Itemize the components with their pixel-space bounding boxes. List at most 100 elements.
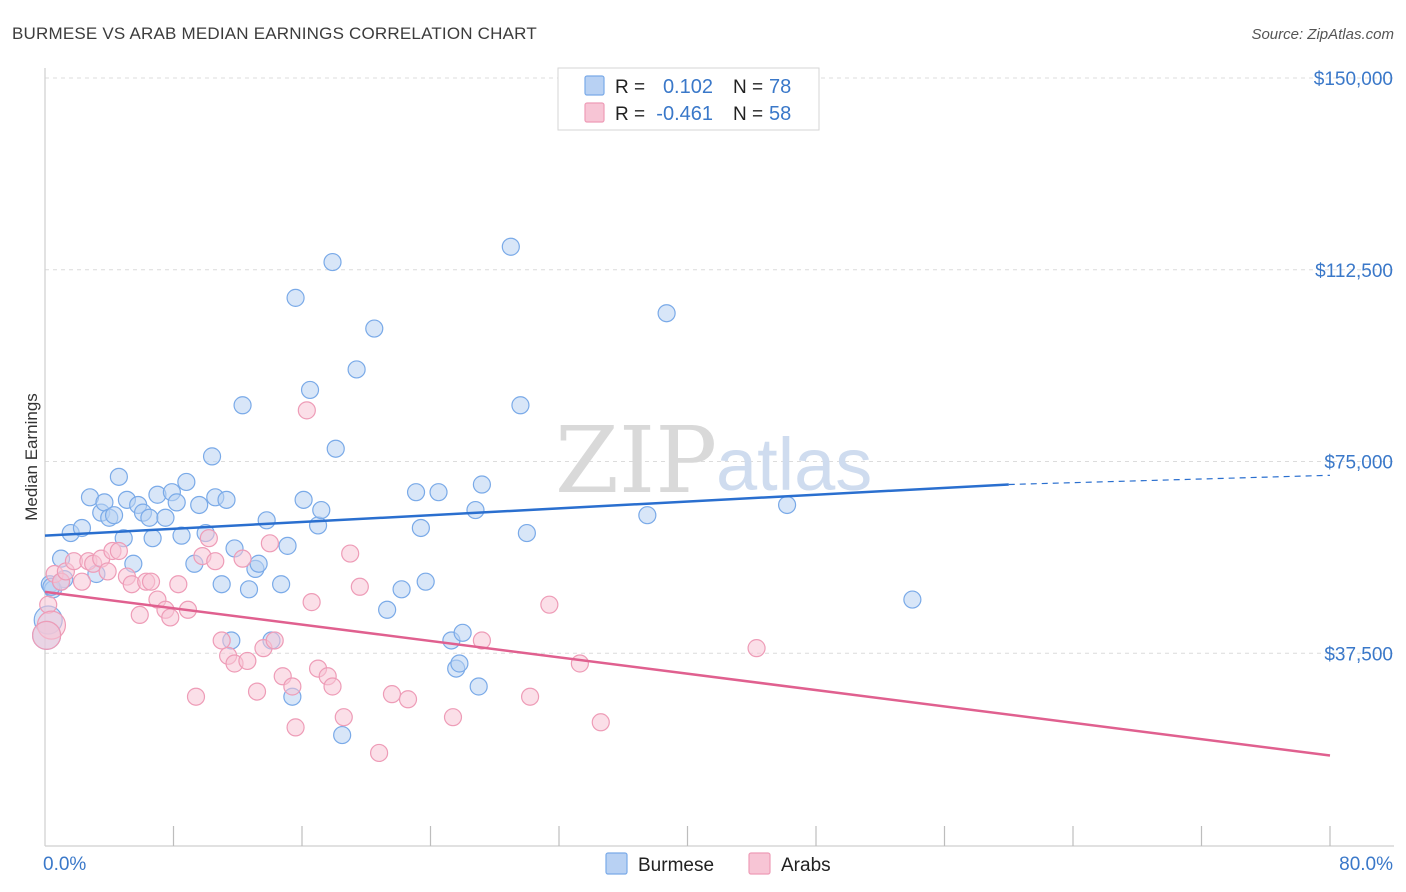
burmese-trend-line (44, 483, 1009, 537)
burmese-point (638, 506, 657, 525)
chart-source: Source: ZipAtlas.com (1251, 26, 1394, 43)
burmese-point (312, 500, 331, 520)
legend-arabs-r-value: -0.461 (656, 103, 713, 125)
arabs-point (161, 608, 180, 627)
legend-burmese-swatch (584, 75, 605, 96)
arabs-point (238, 651, 257, 671)
burmese-point (347, 360, 366, 379)
arabs-point (297, 401, 316, 420)
burmese-point (365, 319, 384, 338)
y-tick-label: $37,500 (1324, 644, 1393, 665)
burmese-point (177, 472, 196, 492)
burmese-point (308, 516, 328, 535)
burmese-point (333, 725, 352, 745)
burmese-point (326, 439, 345, 458)
legend-burmese-n-value: 78 (769, 76, 791, 98)
x-tick-label-min: 0.0% (43, 854, 86, 875)
arabs-point (212, 631, 231, 650)
arabs-point (382, 685, 402, 704)
burmese-point (406, 483, 426, 502)
burmese-point (172, 526, 191, 545)
y-axis-label: Median Earnings (22, 393, 41, 521)
burmese-point (167, 493, 186, 512)
arabs-point (109, 541, 128, 561)
arabs-point (591, 713, 610, 732)
arabs-point (540, 595, 559, 614)
burmese-point (202, 447, 222, 466)
arabs-point (747, 639, 766, 658)
burmese-point (104, 506, 124, 525)
arabs-point (286, 718, 305, 737)
arabs-point (169, 575, 188, 594)
x-axis-ticks (172, 826, 1331, 846)
burmese-point (466, 500, 485, 520)
arabs-trend-line (44, 590, 1331, 757)
arabs-point (141, 572, 161, 591)
legend-arabs-n-label: N = (733, 104, 763, 125)
burmese-point (190, 495, 209, 515)
burmese-point (517, 523, 536, 543)
arabs-point (39, 595, 58, 614)
burmese-point (278, 536, 297, 555)
arabs-point (341, 544, 360, 563)
burmese-point (294, 490, 313, 509)
arabs-point (260, 534, 279, 553)
burmese-point (239, 580, 259, 599)
burmese-point (511, 396, 530, 415)
arabs-point (32, 620, 62, 650)
arabs-point (370, 743, 389, 763)
y-tick-label: $150,000 (1314, 69, 1393, 90)
burmese-point (272, 575, 291, 594)
burmese-point (233, 396, 252, 415)
legend-arabs-r-label: R = (615, 104, 645, 125)
arabs-point (130, 605, 149, 625)
y-tick-label: $112,500 (1315, 261, 1393, 282)
legend-arabs-swatch (584, 102, 605, 123)
burmese-point (416, 572, 435, 591)
burmese-point (249, 554, 268, 573)
y-axis-tick-labels: $37,500 $75,000 $112,500 $150,000 (1314, 69, 1393, 665)
trend-lines (44, 474, 1331, 757)
series-legend: Burmese Arabs (605, 852, 831, 876)
legend-burmese-r-value: 0.102 (663, 76, 713, 98)
arabs-point (350, 577, 369, 596)
burmese-point (472, 475, 491, 494)
arabs-point (443, 708, 463, 727)
arabs-point (199, 529, 218, 548)
correlation-legend: R = 0.102 N = 78 R = -0.461 N = 58 (557, 67, 820, 131)
burmese-point (411, 518, 430, 538)
burmese-point (392, 580, 411, 599)
burmese-point (156, 508, 175, 527)
arabs-point (302, 593, 321, 612)
burmese-point (300, 380, 320, 400)
burmese-point (286, 288, 305, 307)
arabs-point (233, 549, 252, 568)
watermark: ZIP atlas (555, 407, 872, 514)
y-tick-label: $75,000 (1324, 453, 1393, 474)
burmese-point (257, 511, 276, 530)
arabs-point (265, 631, 284, 650)
arabs-point (334, 708, 353, 727)
burmese-point (469, 677, 488, 696)
legend-burmese-r-label: R = (615, 77, 645, 98)
arabs-point (520, 687, 540, 706)
series-legend-burmese-label: Burmese (638, 855, 714, 876)
arabs-point (472, 631, 491, 650)
burmese-point (109, 467, 128, 486)
burmese-point (378, 600, 397, 619)
arabs-point (570, 654, 589, 673)
arabs-point (186, 687, 206, 706)
burmese-point (143, 529, 162, 548)
watermark-zip: ZIP (555, 407, 717, 514)
arabs-point (72, 572, 92, 591)
burmese-point (212, 575, 231, 594)
x-tick-label-max: 80.0% (1339, 854, 1393, 875)
burmese-point (450, 654, 469, 673)
burmese-point (903, 590, 922, 609)
burmese-trend-extension (1008, 474, 1331, 486)
chart-title: BURMESE VS ARAB MEDIAN EARNINGS CORRELAT… (12, 24, 537, 43)
arabs-point (283, 677, 302, 696)
series-legend-arabs-label: Arabs (781, 855, 831, 876)
burmese-point (453, 623, 472, 642)
